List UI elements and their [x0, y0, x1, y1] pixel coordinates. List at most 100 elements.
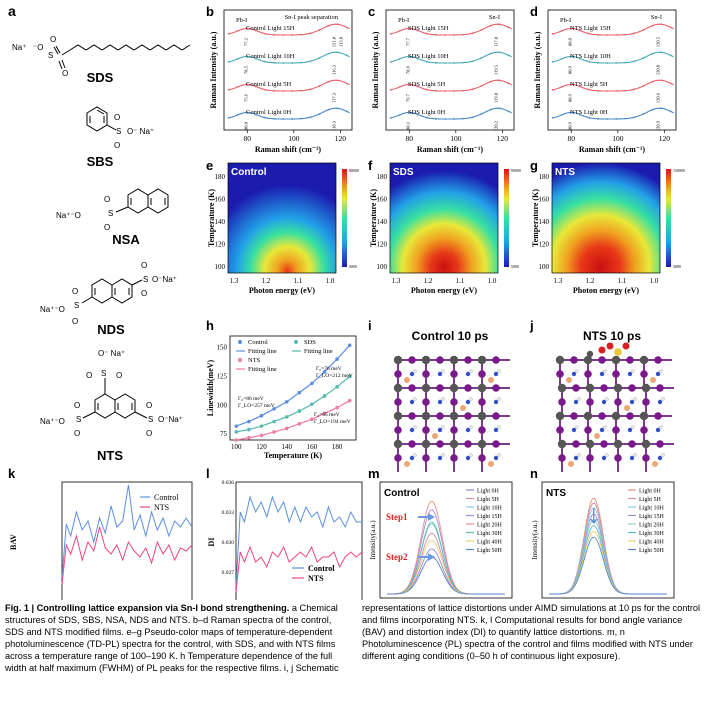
nitrogen-atom — [657, 455, 663, 461]
legend-label: Control — [308, 564, 335, 573]
raman-point — [633, 116, 636, 119]
iodine-atom — [422, 370, 430, 378]
iodine-atom — [598, 412, 606, 420]
metal-atom — [585, 383, 595, 393]
raman-peak-label: 78.9 — [405, 65, 410, 74]
raman-trace-label: NTS Light 10H — [570, 53, 611, 60]
nitrogen-atom — [493, 371, 499, 377]
svg-text:Na⁺⁻O: Na⁺⁻O — [40, 305, 65, 314]
svg-text:S: S — [143, 275, 148, 284]
iodine-atom — [394, 426, 402, 434]
nitrogen-atom — [465, 399, 471, 405]
iodine-atom — [478, 454, 486, 462]
sds-ion: Na⁺ — [12, 43, 26, 52]
iodine-atom — [586, 398, 594, 406]
molecule-name-nts: NTS — [97, 448, 123, 463]
chart-frame — [541, 481, 675, 599]
tin-atom — [488, 461, 494, 467]
raman-peak-label: 80.8 — [567, 37, 572, 46]
hydrogen-atom — [469, 453, 473, 457]
svg-text:O: O — [72, 287, 78, 296]
raman-panels: b Raman Intensity (a.u.) Raman shift (cm⁻¹… — [206, 4, 677, 154]
raman-peak-label: 80.9 — [567, 65, 572, 74]
panel-letter-a: a — [8, 3, 16, 19]
data-point — [284, 426, 289, 431]
data-point — [284, 415, 289, 419]
raman-point — [398, 85, 401, 88]
y-tick-label: 0.036 — [222, 480, 235, 486]
iodine-atom — [628, 440, 636, 448]
fit-line — [236, 344, 351, 427]
raman-point — [227, 88, 230, 91]
tin-atom — [566, 377, 572, 383]
raman-point — [588, 116, 590, 119]
raman-point — [624, 89, 627, 92]
molecule-sds — [53, 44, 191, 70]
chart-frame — [235, 481, 363, 600]
metal-atom — [641, 439, 651, 449]
metal-atom — [449, 411, 459, 421]
iodine-atom — [492, 356, 500, 364]
raman-point — [282, 34, 285, 36]
metal-atom — [477, 411, 487, 421]
raman-point — [318, 85, 321, 87]
legend-label: Light 10H — [639, 506, 664, 512]
raman-xtick-label: 80 — [406, 134, 414, 143]
oxygen-atom — [606, 342, 614, 350]
data-point — [247, 419, 251, 424]
legend-label: Light 40H — [477, 540, 502, 546]
raman-point — [273, 61, 275, 64]
hydrogen-atom — [413, 453, 417, 457]
data-point — [259, 433, 264, 438]
raman-point — [282, 90, 285, 92]
data-point — [297, 409, 302, 413]
raman-point — [597, 33, 599, 36]
data-point — [347, 398, 352, 403]
raman-point — [471, 88, 474, 91]
raman-point — [669, 110, 672, 113]
raman-point — [560, 57, 563, 60]
raman-peak-label: 77.7 — [405, 37, 410, 46]
series-line — [61, 484, 193, 579]
hydrogen-atom — [441, 453, 445, 457]
data-point — [247, 435, 251, 440]
metal-atom — [555, 355, 565, 365]
iodine-atom — [464, 384, 472, 392]
molecule-nds — [81, 278, 143, 304]
iodine-atom — [626, 356, 634, 364]
iodine-atom — [450, 398, 458, 406]
legend-label: Light 0H — [639, 489, 661, 495]
raman-annot: Sn-I peak separation — [285, 14, 339, 21]
raman-point — [588, 32, 590, 35]
iodine-atom — [478, 370, 486, 378]
fit-annotation: Γ₀=86 meV — [238, 396, 264, 402]
nitrogen-atom — [571, 371, 577, 377]
metal-atom — [583, 411, 593, 421]
x-tick-label: 120 — [256, 443, 267, 451]
metal-atom — [585, 439, 595, 449]
raman-peak-label: 119.8 — [494, 92, 499, 103]
raman-trace-label: NTS Light 15H — [570, 25, 611, 32]
iodine-atom — [600, 440, 608, 448]
raman-point — [273, 117, 275, 120]
panel-letter: j — [529, 318, 534, 333]
heatmap-xtick: 1.3 — [392, 277, 401, 285]
oxygen-atom — [622, 342, 630, 350]
raman-trace — [390, 79, 512, 92]
raman-point — [615, 90, 618, 92]
raman-point — [651, 108, 654, 111]
raman-trace — [552, 23, 674, 36]
raman-panel-b: b Raman Intensity (a.u.) Raman shift (cm⁻¹… — [206, 4, 353, 154]
raman-peak-label: 120.9 — [656, 120, 661, 131]
chart-frame — [61, 481, 193, 600]
iodine-atom — [584, 426, 592, 434]
raman-point — [480, 113, 483, 115]
raman-point — [426, 88, 428, 91]
raman-trace-label: Control Light 10H — [246, 53, 295, 60]
svg-text:O⁻Na⁺: O⁻Na⁺ — [158, 415, 183, 424]
hydrogen-atom — [413, 425, 417, 429]
raman-point — [227, 32, 230, 35]
raman-point — [597, 89, 599, 92]
iodine-atom — [612, 370, 620, 378]
raman-point — [480, 29, 483, 31]
